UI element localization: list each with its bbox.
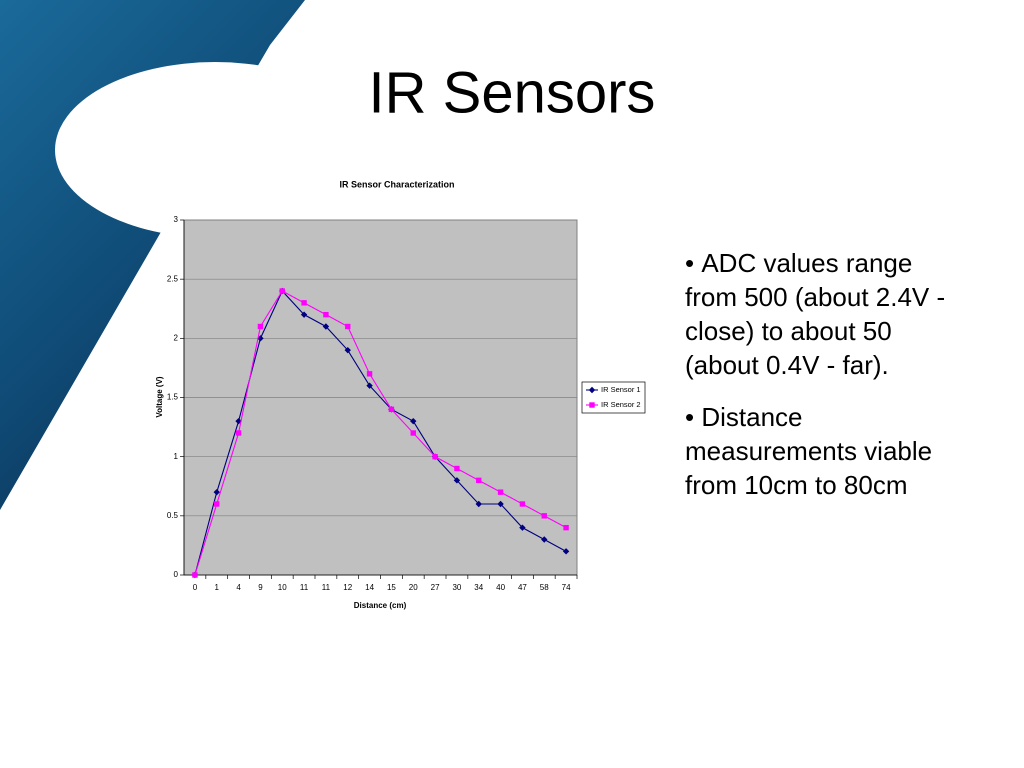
data-point — [192, 572, 198, 578]
x-tick-label: 4 — [236, 583, 241, 592]
data-point — [410, 430, 416, 436]
y-tick-label: 2.5 — [167, 274, 179, 283]
data-point — [519, 501, 526, 507]
x-tick-label: 12 — [343, 583, 352, 592]
data-point — [541, 513, 547, 519]
data-point — [497, 500, 504, 508]
y-tick-label: 1 — [174, 452, 179, 461]
bullet: Distance measurements viable from 10cm t… — [685, 400, 965, 502]
y-tick-label: 0.5 — [167, 511, 179, 520]
data-point — [213, 488, 220, 496]
data-point — [366, 382, 373, 389]
data-point — [475, 500, 482, 508]
x-tick-label: 11 — [300, 583, 309, 592]
x-tick-label: 10 — [278, 583, 287, 592]
data-point — [257, 323, 264, 330]
data-point — [301, 300, 307, 306]
x-tick-label: 34 — [474, 583, 483, 592]
decor-cutout — [55, 62, 375, 238]
legend-label: IR Sensor 2 — [601, 400, 641, 409]
data-point — [366, 371, 373, 377]
data-point — [519, 524, 526, 531]
series-line — [194, 290, 567, 576]
y-tick-label: 3 — [174, 215, 179, 224]
y-tick-label: 2 — [174, 333, 179, 342]
data-point — [563, 524, 569, 531]
bullet: ADC values range from 500 (about 2.4V - … — [685, 246, 965, 382]
data-point — [279, 288, 285, 294]
data-point — [453, 477, 461, 484]
y-tick-label: 0 — [174, 570, 179, 579]
data-point — [410, 417, 417, 425]
data-point — [454, 465, 460, 472]
data-point — [323, 311, 329, 318]
data-point — [497, 489, 504, 495]
x-tick-label: 40 — [496, 583, 505, 592]
legend-marker — [588, 386, 596, 394]
data-point — [235, 430, 242, 436]
slide-title: IR Sensors — [369, 60, 656, 125]
x-tick-label: 30 — [452, 583, 461, 592]
x-tick-label: 74 — [562, 583, 571, 592]
x-tick-label: 11 — [322, 583, 331, 592]
x-axis-label: Distance (cm) — [354, 601, 407, 610]
legend-marker — [589, 402, 595, 408]
x-tick-label: 20 — [409, 583, 418, 592]
x-tick-label: 14 — [365, 583, 374, 592]
chart-title: IR Sensor Characterization — [339, 179, 454, 189]
data-point — [541, 536, 548, 543]
data-point — [432, 453, 438, 460]
data-point — [562, 548, 570, 555]
y-tick-label: 1.5 — [167, 393, 179, 402]
x-tick-label: 27 — [431, 583, 440, 592]
y-axis-label: Voltage (V) — [155, 376, 164, 418]
data-point — [388, 406, 395, 413]
series-line — [194, 290, 567, 576]
x-tick-label: 0 — [193, 583, 198, 592]
data-point — [322, 323, 330, 330]
x-tick-label: 15 — [387, 583, 396, 592]
data-point — [476, 477, 482, 484]
bullet-list: ADC values range from 500 (about 2.4V - … — [685, 246, 965, 520]
x-tick-label: 1 — [215, 583, 220, 592]
data-point — [300, 311, 308, 318]
legend-label: IR Sensor 1 — [601, 385, 641, 394]
x-tick-label: 58 — [540, 583, 549, 592]
data-point — [344, 346, 351, 354]
data-point — [345, 323, 351, 330]
x-tick-label: 47 — [518, 583, 527, 592]
data-point — [214, 501, 220, 507]
legend — [581, 381, 646, 414]
x-tick-label: 9 — [258, 583, 263, 592]
